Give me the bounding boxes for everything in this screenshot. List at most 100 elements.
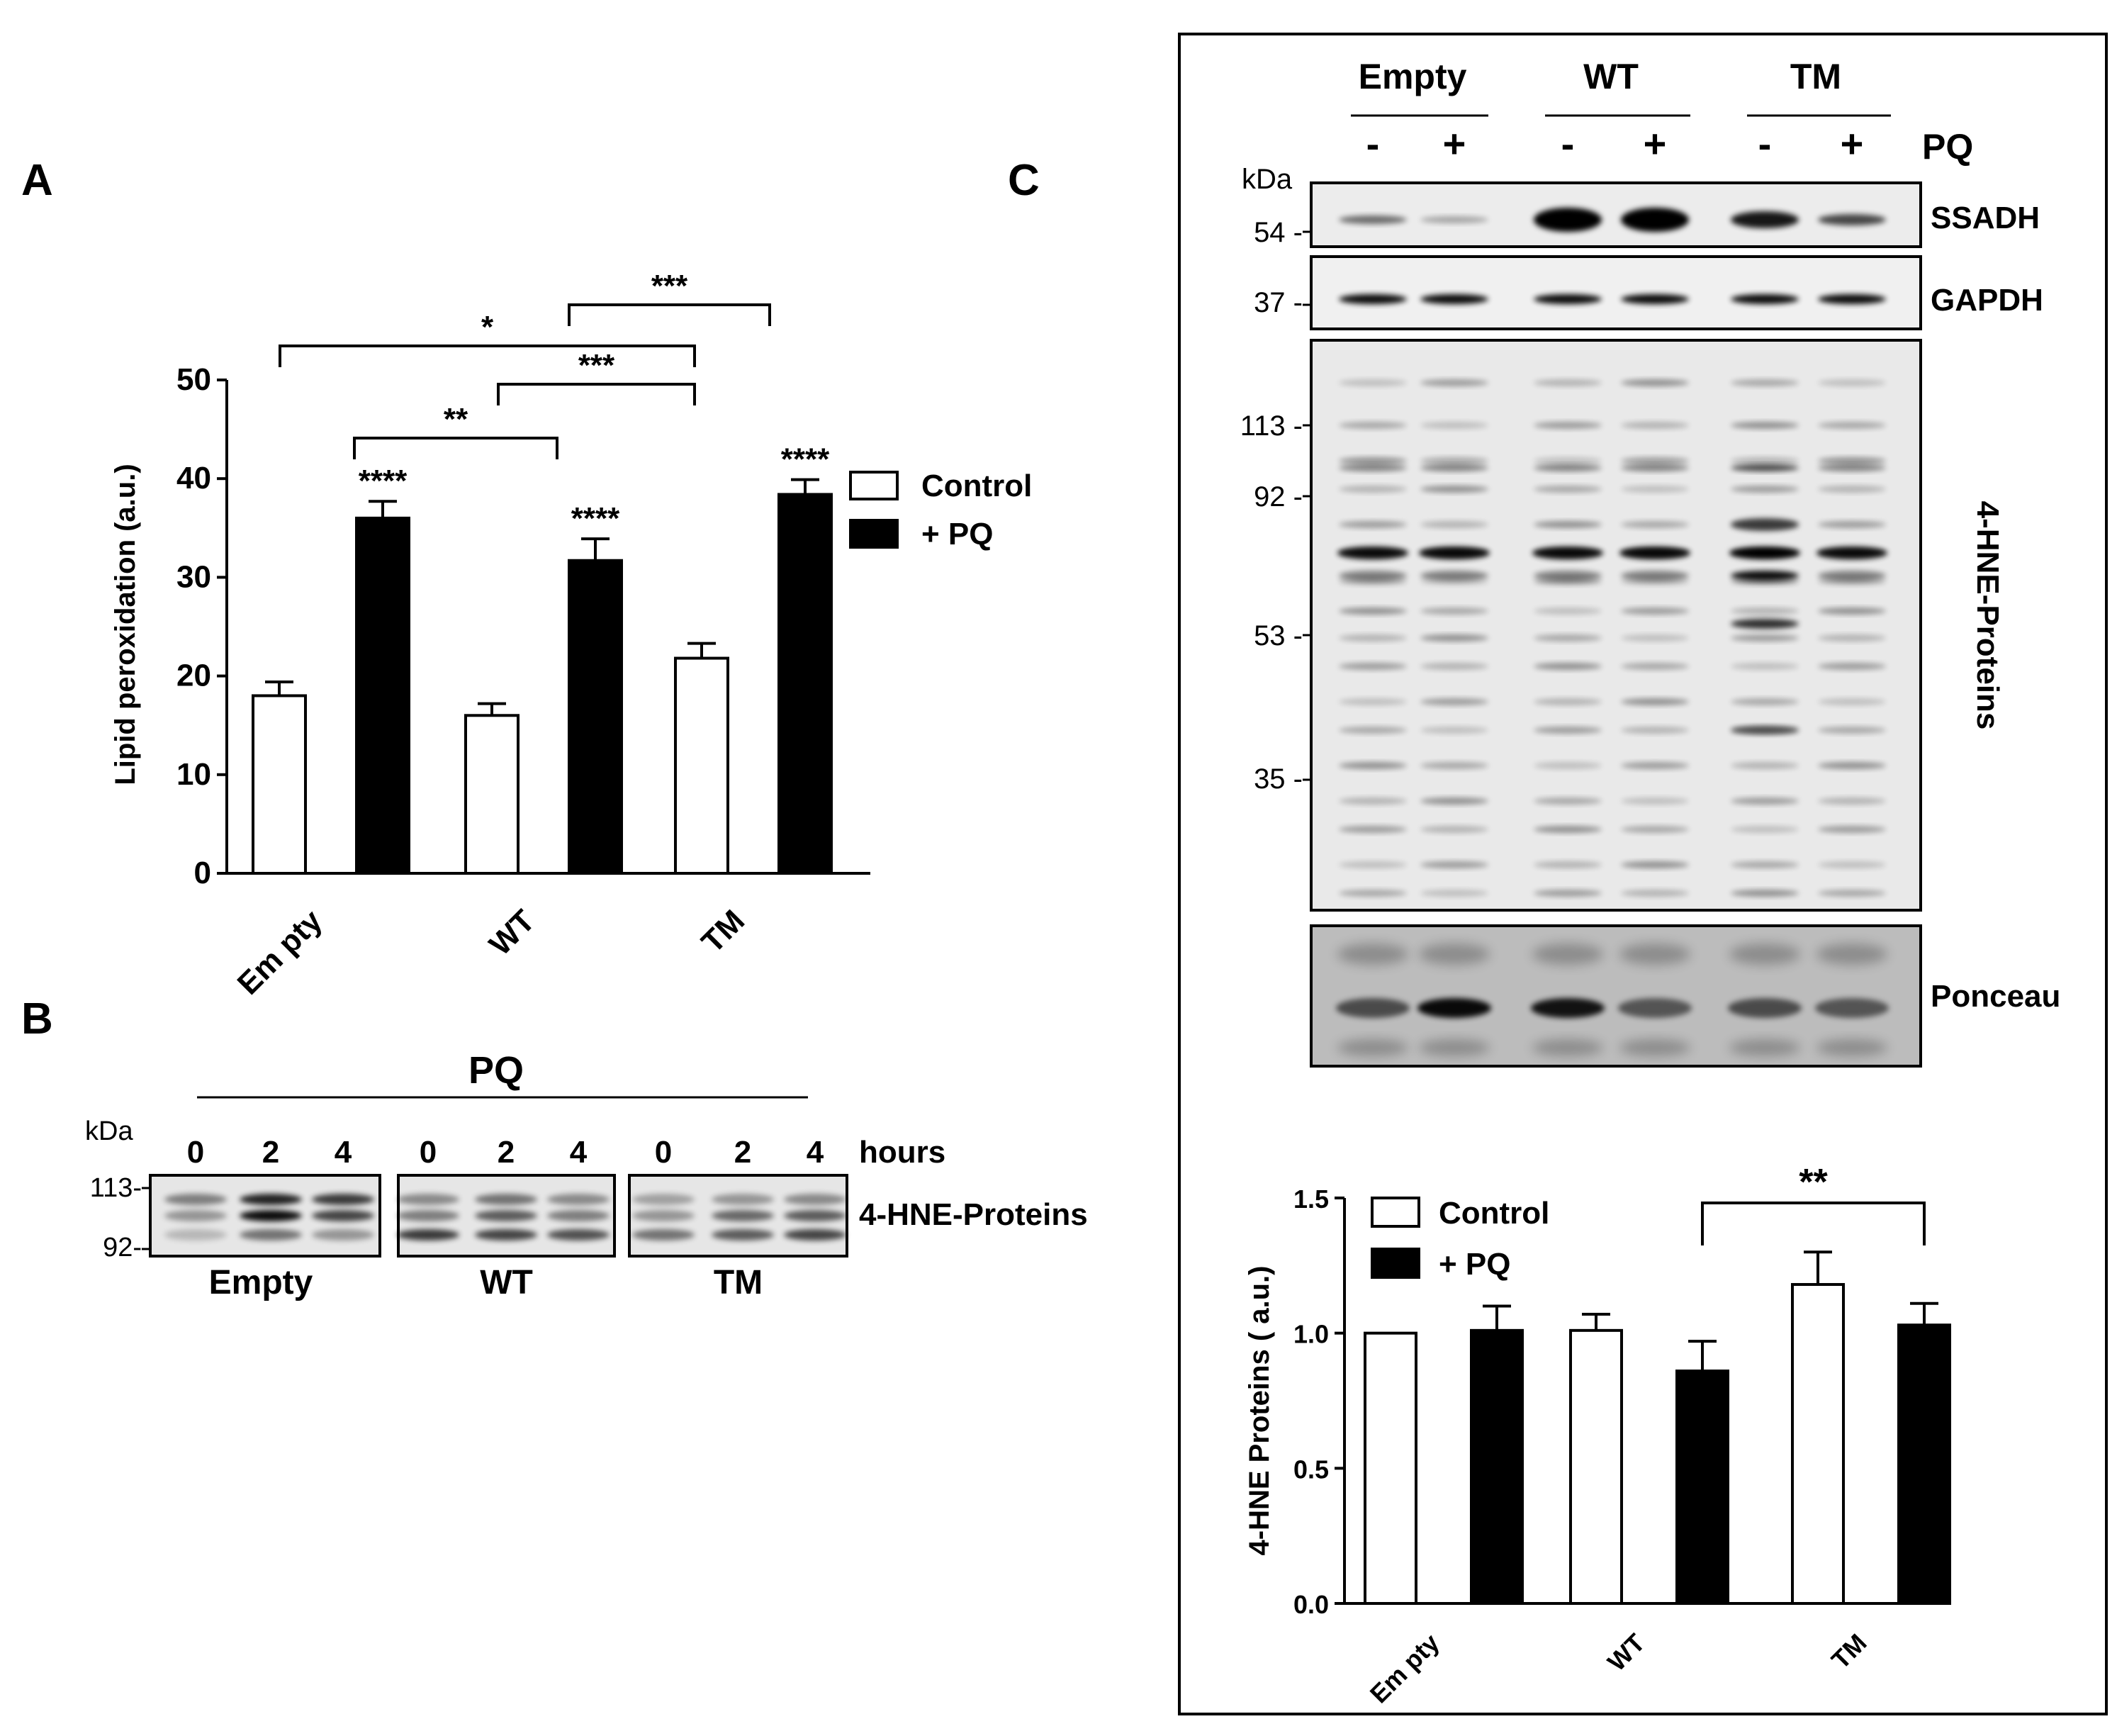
blot-band bbox=[1621, 208, 1689, 232]
blot-band bbox=[1621, 607, 1689, 615]
blot-band bbox=[1534, 826, 1602, 833]
blot-band bbox=[475, 1210, 537, 1221]
blot-band bbox=[1731, 726, 1799, 734]
blot-band bbox=[1731, 607, 1799, 615]
blot-c-gapdh-frame bbox=[1310, 255, 1922, 330]
bracket-label: ** bbox=[444, 402, 468, 437]
bar-empty-pq bbox=[1470, 1328, 1524, 1606]
blot-band bbox=[1621, 698, 1689, 705]
blot-c-group-tm: TM bbox=[1790, 57, 1841, 96]
blot-band bbox=[1534, 422, 1602, 429]
blot-band bbox=[712, 1229, 774, 1241]
blot-b-hour-label: 4 bbox=[335, 1135, 352, 1170]
blot-band bbox=[1816, 547, 1887, 559]
blot-band bbox=[475, 1194, 537, 1205]
blot-band bbox=[1339, 422, 1407, 429]
blot-band bbox=[1818, 464, 1886, 471]
bar-wt-pq bbox=[568, 559, 623, 875]
blot-b-frame bbox=[149, 1174, 381, 1258]
blot-band bbox=[1621, 663, 1689, 670]
blot-band bbox=[1731, 826, 1799, 833]
blot-b-hour-label: 4 bbox=[807, 1135, 824, 1170]
blot-band bbox=[1339, 294, 1407, 304]
blot-band bbox=[1420, 607, 1488, 615]
blot-band bbox=[1621, 464, 1689, 471]
legend-label-pq: + PQ bbox=[1439, 1247, 1511, 1282]
blot-b-title: PQ bbox=[468, 1049, 524, 1092]
blot-band bbox=[1818, 214, 1886, 225]
blot-c-marker-35: 35 - bbox=[1254, 763, 1303, 795]
bar-tm-pq bbox=[777, 493, 833, 875]
blot-c: Empty WT TM PQ kDa 54 - 37 - 113 - 92 - … bbox=[1240, 57, 2060, 1068]
blot-b-marker-113: 113- bbox=[90, 1173, 142, 1203]
blot-band bbox=[1339, 464, 1407, 471]
blot-band bbox=[784, 1194, 846, 1205]
y-tick-label: 40 bbox=[176, 461, 211, 495]
blot-band bbox=[547, 1210, 610, 1221]
blot-band bbox=[1621, 762, 1689, 769]
bar-empty-pq bbox=[355, 516, 410, 875]
blot-c-gapdh-bg bbox=[1311, 257, 1921, 329]
blot-b-hours-label: hours bbox=[859, 1135, 945, 1170]
blot-band bbox=[1339, 890, 1407, 897]
blot-band bbox=[1337, 1039, 1408, 1056]
blot-band bbox=[1420, 571, 1488, 581]
bar-tm-control bbox=[1791, 1283, 1845, 1605]
blot-band bbox=[1339, 727, 1407, 734]
blot-band bbox=[240, 1210, 302, 1221]
bar-tm-control bbox=[674, 656, 729, 875]
blot-band bbox=[1534, 762, 1602, 769]
blot-band bbox=[1731, 571, 1799, 581]
bracket-label: * bbox=[481, 310, 494, 345]
blot-band bbox=[1534, 464, 1602, 471]
blot-band bbox=[1534, 457, 1602, 464]
blot-band bbox=[475, 1229, 537, 1241]
blot-band bbox=[1534, 607, 1602, 615]
blot-band bbox=[1621, 422, 1689, 429]
significance-stars: **** bbox=[359, 464, 408, 498]
blot-band bbox=[1818, 727, 1886, 734]
blot-band bbox=[1534, 294, 1602, 304]
blot-band bbox=[1532, 943, 1603, 965]
blot-b: PQ kDa 113- 92- hours 4-HNE-Proteins 0 2 4… bbox=[85, 1049, 1088, 1301]
blot-band bbox=[1731, 518, 1799, 531]
panel-label-b: B bbox=[21, 995, 53, 1043]
blot-c-hne-frame bbox=[1310, 339, 1922, 912]
blot-band bbox=[1818, 486, 1886, 493]
blot-band bbox=[1816, 943, 1887, 965]
blot-c-hne-bg bbox=[1311, 340, 1921, 910]
blot-band bbox=[1337, 943, 1408, 965]
blot-band bbox=[1534, 861, 1602, 868]
blot-band bbox=[1420, 663, 1488, 670]
blot-band bbox=[1420, 826, 1488, 833]
y-tick-label: 20 bbox=[176, 659, 211, 693]
bracket-label: ** bbox=[1799, 1162, 1828, 1203]
blot-band bbox=[1534, 727, 1602, 734]
blot-b-hour-label: 2 bbox=[262, 1135, 279, 1170]
significance-bracket bbox=[568, 303, 771, 326]
blot-band bbox=[1729, 1039, 1800, 1056]
blot-band bbox=[1419, 943, 1490, 965]
y-tick-label: 0.5 bbox=[1293, 1455, 1329, 1484]
blot-band bbox=[1534, 208, 1602, 232]
blot-band bbox=[1339, 521, 1407, 528]
blot-c-ssadh-bg bbox=[1311, 183, 1921, 247]
blot-b-hour-label: 2 bbox=[498, 1135, 515, 1170]
blot-band bbox=[1818, 890, 1886, 897]
blot-band bbox=[632, 1210, 695, 1221]
blot-band bbox=[1337, 547, 1408, 559]
blot-c-marker-37: 37 - bbox=[1254, 287, 1303, 318]
bracket-label: *** bbox=[578, 348, 615, 383]
blot-band bbox=[1619, 943, 1690, 965]
blot-band bbox=[1729, 547, 1800, 559]
blot-band bbox=[1621, 826, 1689, 833]
blot-band bbox=[1339, 215, 1407, 224]
blot-band bbox=[1818, 294, 1886, 304]
blot-c-ponceau-bg bbox=[1311, 926, 1921, 1066]
blot-band bbox=[1731, 861, 1799, 868]
blot-band bbox=[1339, 861, 1407, 868]
blot-band bbox=[1618, 998, 1692, 1018]
significance-bracket bbox=[1701, 1202, 1926, 1245]
blot-band bbox=[1420, 698, 1488, 705]
